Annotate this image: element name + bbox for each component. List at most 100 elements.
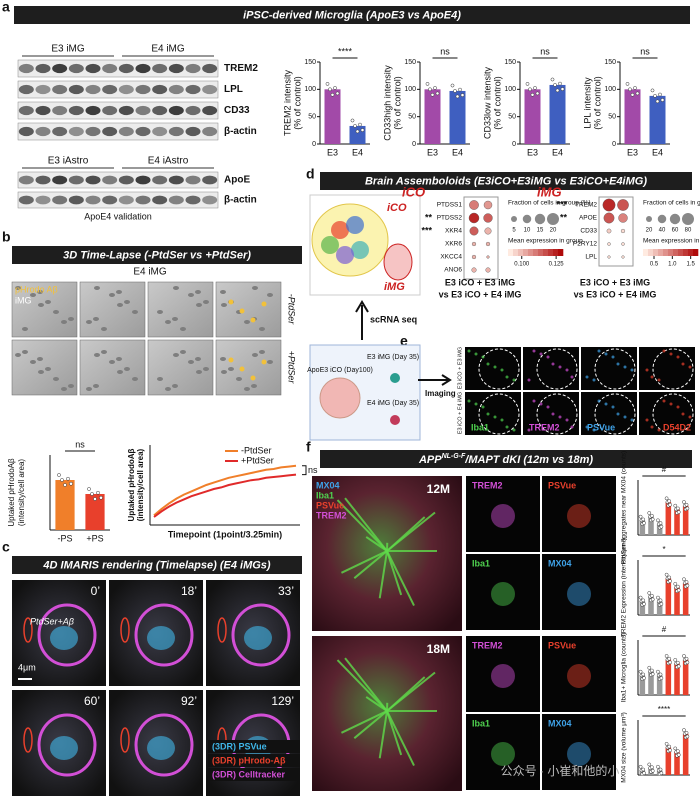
bar <box>649 95 666 144</box>
dot <box>638 595 643 600</box>
dot <box>353 124 357 128</box>
signal <box>546 405 550 409</box>
dot <box>96 490 100 495</box>
dot <box>685 734 690 739</box>
dot <box>676 752 681 757</box>
signal <box>551 362 555 366</box>
blot-band <box>202 175 218 185</box>
blot-strip <box>17 80 219 99</box>
panel-letter: f <box>306 439 311 455</box>
colorbar-step <box>678 249 684 256</box>
channel-signal <box>491 742 515 766</box>
series-line <box>153 464 297 517</box>
blot-band <box>168 195 184 205</box>
gene-label: LPL <box>585 254 597 261</box>
x-tick-label: E3 <box>627 147 638 157</box>
gene-label: CD33 <box>580 228 597 235</box>
signal <box>657 428 661 432</box>
dot <box>682 500 686 504</box>
channel-image <box>542 554 616 630</box>
cell <box>252 286 258 290</box>
blot-band <box>135 63 151 74</box>
y-tick-label: 150 <box>604 59 616 66</box>
blot-band <box>102 175 118 185</box>
cell <box>68 384 74 388</box>
dot <box>658 598 663 603</box>
y-tick-label: 100 <box>604 86 616 93</box>
dot <box>558 81 562 86</box>
dot <box>682 728 686 732</box>
colorbar-step <box>648 249 654 256</box>
colorbar-step <box>693 249 699 256</box>
dot <box>57 473 61 477</box>
bar <box>674 587 680 615</box>
y-axis-label: TREM2 Expression (intensity/μm²) <box>621 538 628 637</box>
dot <box>484 227 492 235</box>
significance: ** <box>560 212 568 222</box>
blot-band <box>185 126 201 137</box>
dot <box>650 513 654 518</box>
y-axis-label: CD33low intensity <box>482 66 492 139</box>
dot <box>350 118 355 123</box>
x-tick-label: +PS <box>86 533 103 543</box>
y-axis-unit: (intensity/cell area) <box>136 448 145 521</box>
y-tick-label: 0 <box>612 141 616 148</box>
cell <box>38 370 44 374</box>
y-axis-label: TREM2 intensity <box>282 69 292 136</box>
channel-label: MX04 <box>548 558 572 568</box>
microglia-e3 <box>390 373 400 383</box>
row-label: E3 iCO + E4 iMG <box>457 392 463 434</box>
cell <box>61 387 67 391</box>
dot <box>641 598 646 603</box>
blot-band <box>85 105 101 116</box>
dotplot-title: iCO <box>402 184 425 199</box>
channel-label: PSVue <box>316 500 344 510</box>
channel-image <box>466 636 540 712</box>
channel-label: PSVue <box>548 480 576 490</box>
row-label: E3 iCO + E3 iMG <box>457 347 463 389</box>
blot-band <box>68 84 84 95</box>
row-label: -PtdSer <box>287 294 297 326</box>
cell <box>157 377 163 381</box>
dot <box>630 92 635 97</box>
colorbar-step <box>688 249 694 256</box>
signal <box>616 362 620 366</box>
cell <box>86 320 92 324</box>
signal <box>604 352 608 356</box>
channel-label: Iba1 <box>472 718 490 728</box>
cell <box>259 327 265 331</box>
cluster-label: iMG <box>384 281 405 293</box>
signal <box>467 349 471 353</box>
dot <box>485 267 491 273</box>
bar <box>549 84 566 144</box>
cell <box>101 327 107 331</box>
timepoint: 0’ <box>91 584 100 598</box>
header-bar <box>320 450 692 468</box>
dot <box>656 595 660 600</box>
signal <box>681 412 685 416</box>
panel-letter: b <box>2 229 11 245</box>
cell <box>195 290 201 294</box>
blot-band <box>52 195 68 205</box>
cell <box>165 387 171 391</box>
caption: ApoE4 validation <box>84 211 152 221</box>
bar <box>665 502 672 535</box>
timepoint: 129’ <box>271 694 294 708</box>
blot-group: E3 iMG <box>51 44 85 55</box>
blot-group: E4 iAstro <box>148 156 189 167</box>
signal <box>486 412 490 416</box>
dot <box>676 664 681 669</box>
microglia-process <box>341 550 388 574</box>
channel-signal <box>567 742 591 766</box>
age-label: 18M <box>427 642 450 656</box>
dot <box>471 254 477 260</box>
colorbar-label: 0.125 <box>549 262 565 268</box>
bar <box>682 659 689 695</box>
gene-label: XKCC4 <box>440 254 462 261</box>
cell <box>132 377 138 381</box>
blot-band <box>118 126 134 137</box>
dot <box>667 499 672 503</box>
bar <box>674 752 680 775</box>
dot <box>673 503 678 508</box>
dot <box>664 741 669 746</box>
